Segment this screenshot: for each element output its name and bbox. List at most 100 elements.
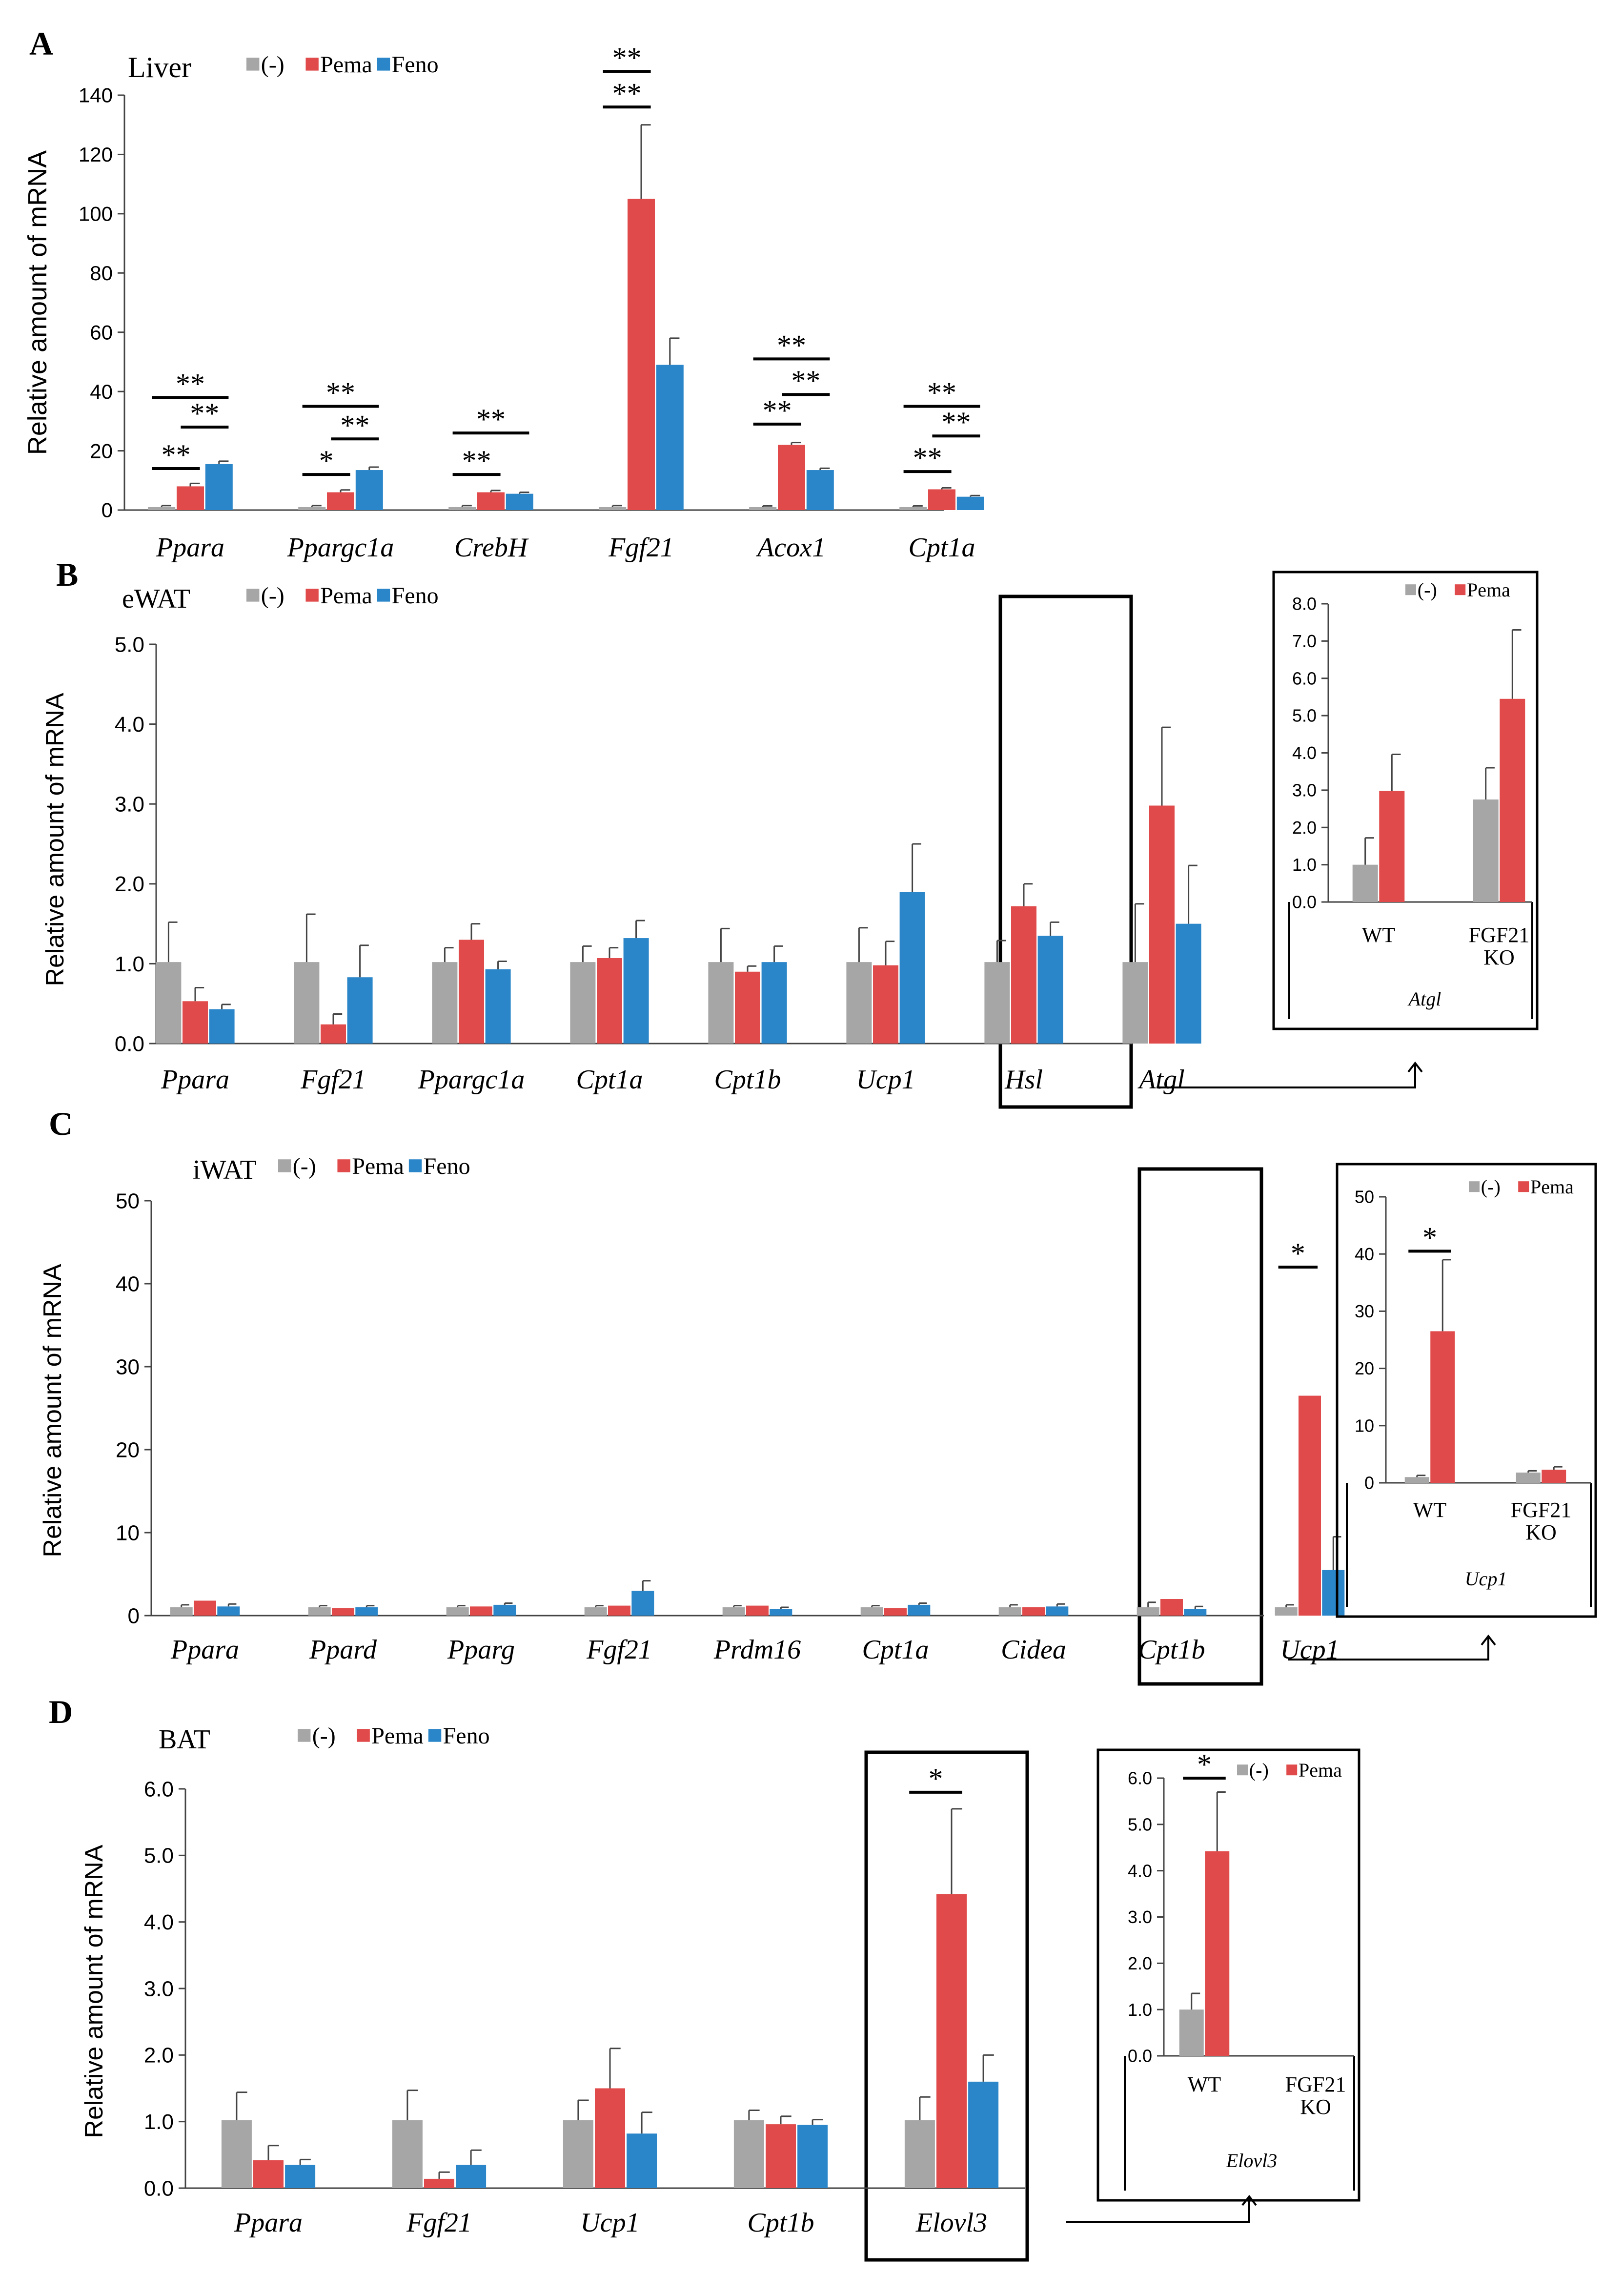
y-tick-label: 6.0: [1128, 1768, 1152, 1788]
bar: [1352, 864, 1378, 902]
bar: [956, 496, 984, 510]
y-tick-label: 20: [1355, 1358, 1374, 1378]
legend-swatch: [305, 58, 319, 71]
y-tick-label: 6.0: [144, 1777, 174, 1801]
legend-label: (-): [1418, 579, 1437, 601]
connector-arrow-d-head: [1241, 2194, 1257, 2206]
y-tick-label: 30: [1355, 1301, 1374, 1321]
bar: [1205, 1851, 1230, 2056]
bar: [746, 1605, 769, 1616]
y-tick-label: 50: [1355, 1187, 1374, 1207]
inset-title: Elovl3: [1226, 2150, 1277, 2172]
bar: [1473, 799, 1499, 902]
panel-label: B: [56, 556, 78, 593]
y-tick-label: 2.0: [115, 872, 144, 896]
bar: [749, 507, 777, 510]
legend-label: (-): [1481, 1176, 1501, 1198]
x-category-label: Ppard: [309, 1635, 377, 1665]
significance-mark: **: [777, 329, 806, 361]
inset-frame: [1336, 1163, 1597, 1618]
y-tick-label: 4.0: [115, 713, 144, 737]
significance-mark: **: [612, 77, 642, 109]
y-tick-label: 5.0: [144, 1844, 174, 1868]
significance-mark: **: [612, 41, 642, 74]
bar: [584, 1607, 607, 1616]
x-category-label: WT: [1413, 1498, 1447, 1522]
bar: [563, 2120, 593, 2188]
bar: [1022, 1607, 1045, 1616]
bar: [1160, 1599, 1183, 1616]
bar: [355, 1607, 378, 1616]
bar: [424, 2178, 454, 2188]
bar: [1500, 698, 1525, 902]
bar: [860, 1607, 883, 1616]
bar: [998, 1607, 1021, 1616]
bar: [904, 2120, 935, 2188]
bar: [797, 2125, 828, 2188]
significance-mark: **: [476, 403, 506, 435]
significance-mark: **: [162, 439, 191, 471]
x-category-label: KO: [1300, 2095, 1331, 2119]
legend-label: (-): [1249, 1759, 1269, 1781]
y-tick-label: 8.0: [1292, 594, 1317, 614]
legend-swatch: [246, 58, 260, 71]
y-tick-label: 1.0: [144, 2110, 174, 2134]
y-tick-label: 100: [79, 203, 113, 226]
bar: [1122, 962, 1148, 1044]
bar: [446, 1607, 469, 1616]
legend-swatch: [246, 589, 260, 602]
bar: [332, 1608, 354, 1616]
x-category-label: Cpt1b: [748, 2208, 814, 2238]
bar: [968, 2081, 999, 2188]
y-tick-label: 10: [116, 1521, 140, 1545]
significance-mark: **: [190, 397, 219, 430]
significance-mark: *: [1197, 1748, 1212, 1781]
y-tick-label: 0: [1364, 1473, 1374, 1493]
inset-frame: [1272, 571, 1539, 1030]
bar: [321, 1024, 346, 1044]
y-tick-label: 1.0: [1292, 855, 1317, 875]
y-tick-label: 3.0: [115, 793, 144, 817]
x-category-label: Ppara: [156, 533, 224, 563]
bar: [1046, 1606, 1069, 1616]
significance-mark: *: [1291, 1237, 1305, 1270]
legend-label: Pema: [1530, 1176, 1574, 1198]
bar: [493, 1604, 516, 1616]
y-axis-label: Relative amount of mRNA: [23, 150, 52, 455]
chart-title: eWAT: [122, 584, 190, 614]
y-tick-label: 5.0: [1128, 1814, 1152, 1834]
bar: [984, 962, 1010, 1044]
connector-arrow-b: [1157, 1063, 1416, 1088]
legend-label: (-): [261, 583, 284, 609]
bar: [899, 892, 925, 1044]
y-tick-label: 40: [90, 380, 113, 403]
bar: [1404, 1477, 1429, 1483]
bar: [327, 492, 354, 510]
x-category-label: Cpt1b: [1138, 1635, 1205, 1665]
y-tick-label: 2.0: [144, 2044, 174, 2068]
bar: [627, 2133, 657, 2188]
legend-swatch: [1286, 1764, 1298, 1776]
bar: [148, 507, 176, 510]
x-category-label: Ppargc1a: [287, 533, 394, 563]
x-category-label: Fgf21: [608, 533, 674, 563]
x-category-label: KO: [1483, 945, 1515, 969]
bar: [448, 507, 476, 510]
legend-swatch: [428, 1729, 442, 1742]
y-tick-label: 10: [1355, 1415, 1374, 1435]
bar: [595, 2088, 625, 2188]
x-category-label: CrebH: [454, 533, 529, 563]
x-category-label: Atgl: [1137, 1065, 1184, 1095]
connector-arrow-c: [1288, 1636, 1489, 1660]
y-tick-label: 7.0: [1292, 631, 1317, 651]
bar: [908, 1604, 931, 1616]
significance-mark: *: [1422, 1221, 1437, 1253]
legend-swatch: [298, 1729, 311, 1742]
y-tick-label: 0.0: [115, 1032, 144, 1056]
y-tick-label: 3.0: [144, 1977, 174, 2001]
bar: [1176, 923, 1201, 1044]
legend-label: Pema: [320, 52, 372, 78]
inset-title: Ucp1: [1465, 1568, 1507, 1590]
y-tick-label: 5.0: [1292, 706, 1317, 726]
